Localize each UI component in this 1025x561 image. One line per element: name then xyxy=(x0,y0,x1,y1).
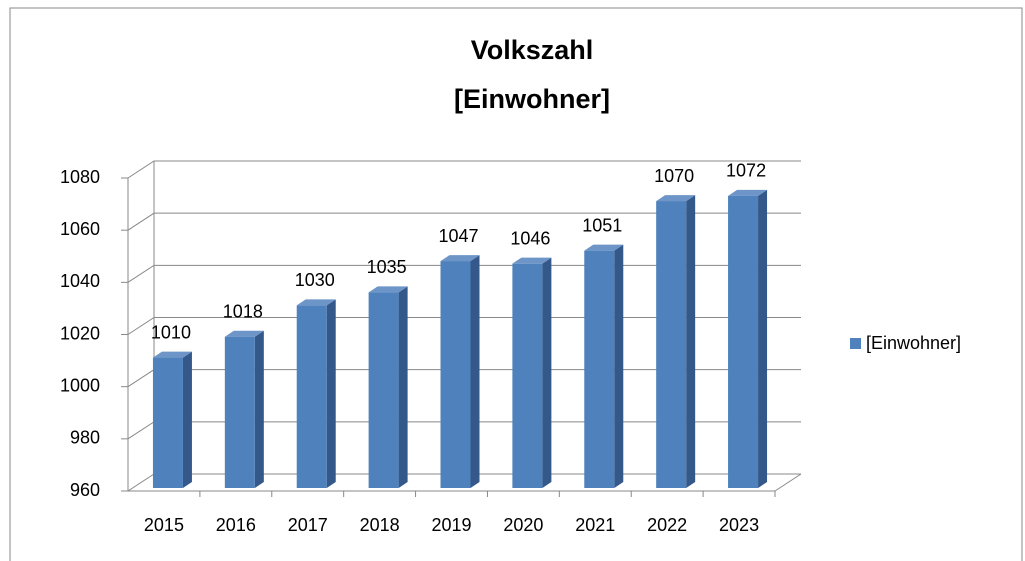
bar-top xyxy=(152,351,192,358)
grid-line xyxy=(127,160,801,179)
bar xyxy=(152,357,183,488)
x-tick-label: 2022 xyxy=(647,515,687,535)
bar xyxy=(296,305,327,488)
bar-top xyxy=(224,330,264,337)
bar-side xyxy=(470,255,480,488)
value-label: 1047 xyxy=(438,226,478,246)
value-label: 1035 xyxy=(367,257,407,277)
value-label: 1030 xyxy=(295,270,335,290)
bar xyxy=(584,250,615,488)
bar xyxy=(224,336,255,488)
bar-top xyxy=(584,244,624,251)
value-label: 1018 xyxy=(223,301,263,321)
value-label: 1046 xyxy=(510,228,550,248)
y-tick-label: 1040 xyxy=(60,271,100,291)
bar-side xyxy=(686,195,696,489)
bar-side xyxy=(254,330,264,488)
bar-top xyxy=(512,257,552,264)
x-tick-label: 2016 xyxy=(216,515,256,535)
chart-frame xyxy=(9,7,1023,561)
y-tick-label: 960 xyxy=(70,480,100,500)
x-tick-label: 2017 xyxy=(288,515,328,535)
y-tick-label: 1080 xyxy=(60,167,100,187)
bar-side xyxy=(542,257,552,488)
bar-side xyxy=(614,244,624,488)
chart-title: [Einwohner] xyxy=(454,84,610,114)
legend-label: [Einwohner] xyxy=(866,333,961,353)
bar-top xyxy=(296,299,336,306)
x-tick-label: 2021 xyxy=(575,515,615,535)
bar-side xyxy=(758,189,768,488)
bar xyxy=(512,263,543,488)
y-tick-label: 1060 xyxy=(60,219,100,239)
y-tick-label: 1020 xyxy=(60,323,100,343)
y-tick-label: 1000 xyxy=(60,375,100,395)
x-tick-label: 2023 xyxy=(719,515,759,535)
bar-side xyxy=(398,286,408,488)
x-tick-label: 2019 xyxy=(431,515,471,535)
y-tick-label: 980 xyxy=(70,428,100,448)
bar-side xyxy=(182,351,192,488)
floor-edge xyxy=(774,473,802,492)
value-label: 1051 xyxy=(582,215,622,235)
value-label: 1072 xyxy=(726,161,766,181)
chart-title: Volkszahl xyxy=(471,35,594,65)
value-label: 1070 xyxy=(654,166,694,186)
legend-swatch xyxy=(850,338,861,349)
bar xyxy=(728,195,759,488)
x-tick-label: 2018 xyxy=(360,515,400,535)
bar-top xyxy=(656,195,696,202)
bar xyxy=(368,292,399,488)
bar-side xyxy=(326,299,336,488)
x-tick-label: 2020 xyxy=(503,515,543,535)
bar xyxy=(440,261,471,488)
x-tick-label: 2015 xyxy=(144,515,184,535)
bar-top xyxy=(440,255,480,262)
bar-top xyxy=(728,189,768,196)
bar xyxy=(656,201,687,489)
value-label: 1010 xyxy=(151,322,191,342)
bar-top xyxy=(368,286,408,293)
